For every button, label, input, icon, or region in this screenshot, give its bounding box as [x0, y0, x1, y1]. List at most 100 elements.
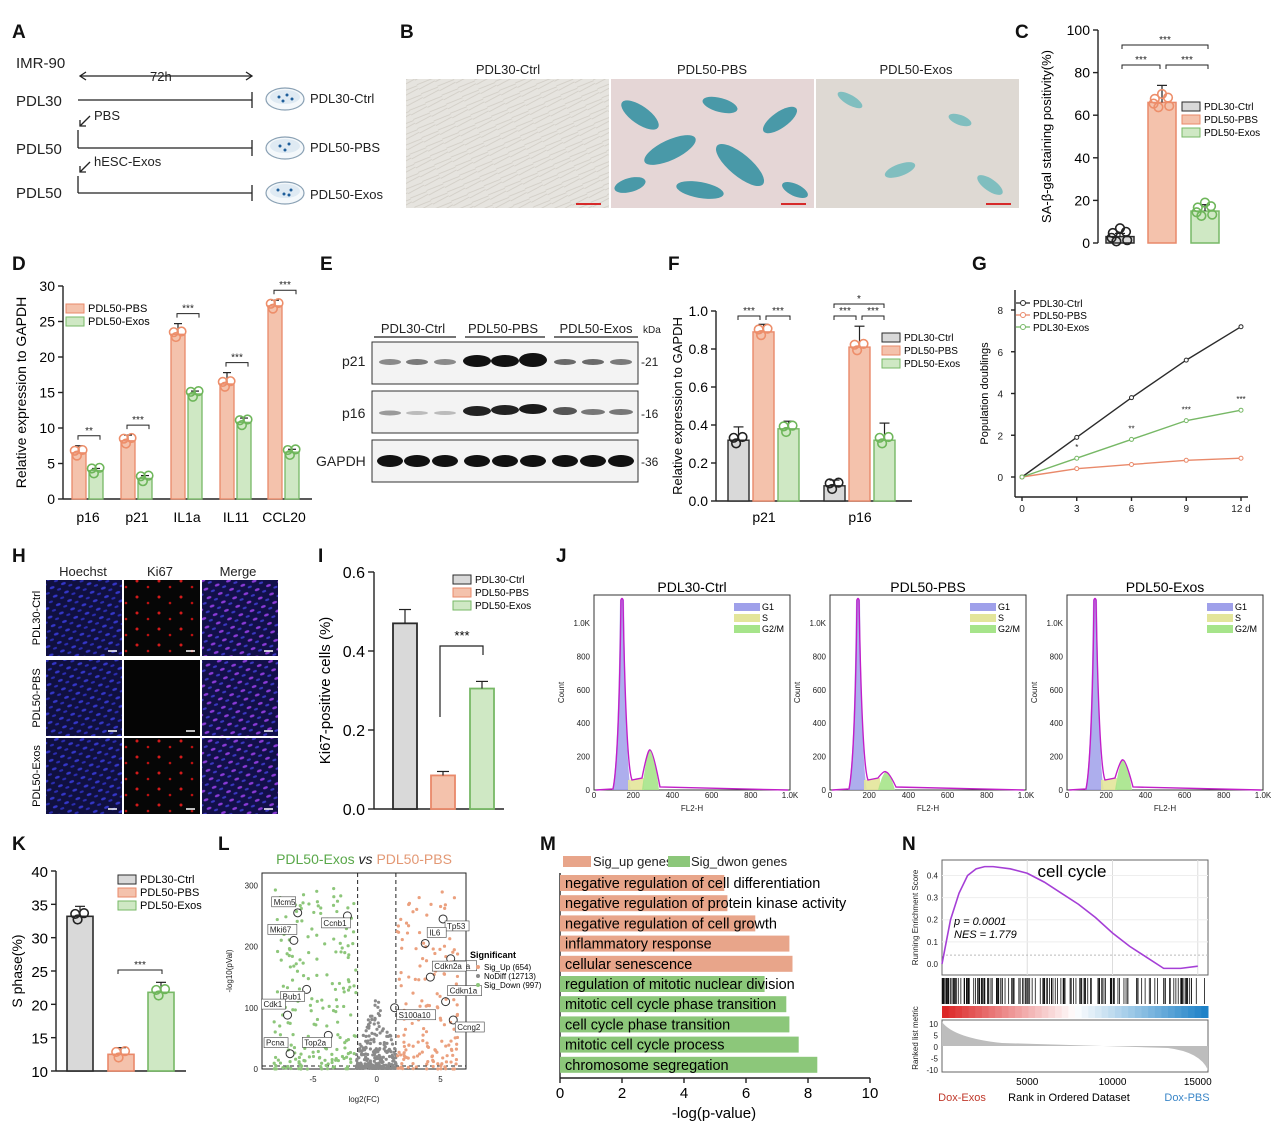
sig-up-point	[399, 971, 403, 975]
nodiff-point	[379, 1066, 383, 1070]
x-tick-label: 15000	[1184, 1077, 1212, 1088]
bar	[848, 346, 871, 502]
sig-down-point	[284, 1066, 288, 1070]
data-point	[94, 462, 105, 473]
sig-down-point	[285, 986, 290, 990]
x-tick-label: 5000	[1016, 1077, 1039, 1088]
legend-label: PDL50-PBS	[475, 588, 529, 599]
y-tick-label: 1.0	[689, 303, 709, 319]
sig-down-point	[278, 1024, 282, 1028]
data-point	[737, 431, 748, 443]
legend-swatch	[65, 303, 85, 314]
sig-down-point	[343, 1041, 347, 1045]
rank-gradient	[1015, 1006, 1023, 1018]
nodiff-point	[358, 1061, 362, 1066]
nodiff-point	[389, 1050, 393, 1054]
y-tick-label: 800	[1050, 652, 1064, 661]
significance-label: ***	[1181, 55, 1193, 66]
sig-down-point	[347, 953, 351, 957]
rank-gradient	[1035, 1006, 1043, 1018]
s-fill	[864, 778, 880, 790]
plot-title: PDL50-Exos vs PDL50-PBS	[276, 851, 452, 867]
sig-down-point	[337, 981, 342, 986]
bar	[752, 331, 775, 502]
bar	[560, 935, 790, 952]
legend-swatch	[734, 625, 760, 633]
significance-bracket	[833, 315, 857, 320]
x-tick-label: 0	[592, 791, 597, 800]
sig-up-point	[396, 924, 400, 928]
sig-down-point	[305, 1067, 309, 1071]
gene-label: Ccng2	[457, 1023, 481, 1032]
if-col-3: Merge	[220, 564, 257, 579]
sig-down-point	[278, 1033, 283, 1037]
sig-down-point	[342, 990, 346, 994]
sig-down-point	[289, 1066, 293, 1071]
sig-up-point	[418, 1004, 422, 1008]
legend-marker	[1020, 312, 1026, 318]
data-point	[787, 420, 798, 431]
sig-up-point	[451, 950, 455, 954]
nodiff-point	[390, 1053, 394, 1057]
row2-result: PDL50-PBS	[310, 140, 380, 155]
data-point	[72, 914, 83, 925]
sig-down-point	[335, 1004, 339, 1009]
legend-swatch	[117, 887, 137, 898]
panel-letter-n: N	[902, 834, 916, 855]
x-tick-label: p16	[76, 509, 100, 525]
sig-down-point	[301, 974, 306, 978]
y-tick-label: 0.2	[927, 916, 939, 925]
sig-up-point	[399, 1053, 403, 1057]
sig-down-point	[315, 999, 319, 1003]
data-point	[78, 908, 90, 919]
sig-up-point	[452, 1067, 456, 1071]
x-axis-label: FL2-H	[917, 804, 939, 813]
significance-label: *	[1075, 443, 1078, 452]
sig-down-point	[343, 1046, 347, 1050]
x-tick-label: IL11	[223, 509, 249, 525]
legend-label: S	[1235, 613, 1241, 623]
data-point	[1191, 207, 1202, 218]
x-tick-label: 4	[680, 1085, 688, 1102]
y-tick-label: 25	[39, 314, 55, 330]
sig-up-point	[407, 1043, 411, 1047]
significance-bracket	[861, 315, 885, 320]
data-point	[1148, 98, 1159, 109]
rank-gradient	[995, 1006, 1003, 1018]
g2m-fill	[1115, 760, 1132, 790]
bar	[560, 1016, 790, 1033]
nodiff-point	[378, 1047, 382, 1051]
panel-letter-k: K	[12, 834, 26, 855]
sig-up-point	[417, 895, 421, 900]
bar	[430, 774, 456, 810]
bar	[147, 991, 175, 1072]
rank-gradient	[1041, 1006, 1049, 1018]
significance-bracket	[1121, 44, 1209, 49]
y-tick-label: 600	[813, 686, 827, 695]
y-tick-label: 300	[245, 881, 259, 890]
nodiff-point	[369, 1038, 373, 1042]
data-point	[1114, 223, 1126, 234]
flow-title: PDL30-Ctrl	[657, 579, 726, 595]
nodiff-point	[389, 1038, 393, 1042]
sig-up-point	[425, 1067, 429, 1071]
sig-up-point	[433, 1048, 437, 1052]
labeled-gene-marker	[441, 997, 451, 1007]
y-axis-label: SA-β-gal staining positivity(%)	[1039, 50, 1054, 223]
rank-gradient	[1181, 1006, 1189, 1018]
sig-up-point	[402, 1051, 406, 1055]
sig-up-point	[455, 952, 460, 956]
sig-down-point	[297, 1055, 301, 1060]
significance-bracket	[176, 313, 200, 318]
sig-down-point	[303, 1046, 307, 1051]
y-tick-label: 6	[997, 348, 1003, 359]
legend-label: S	[998, 613, 1004, 623]
significance-label: ***	[1135, 55, 1147, 66]
data-point	[170, 331, 181, 343]
nodiff-point	[367, 1024, 371, 1028]
nodiff-point	[393, 1066, 397, 1070]
data-point	[159, 984, 171, 995]
sig-down-point	[286, 1021, 290, 1025]
data-point	[77, 444, 88, 456]
